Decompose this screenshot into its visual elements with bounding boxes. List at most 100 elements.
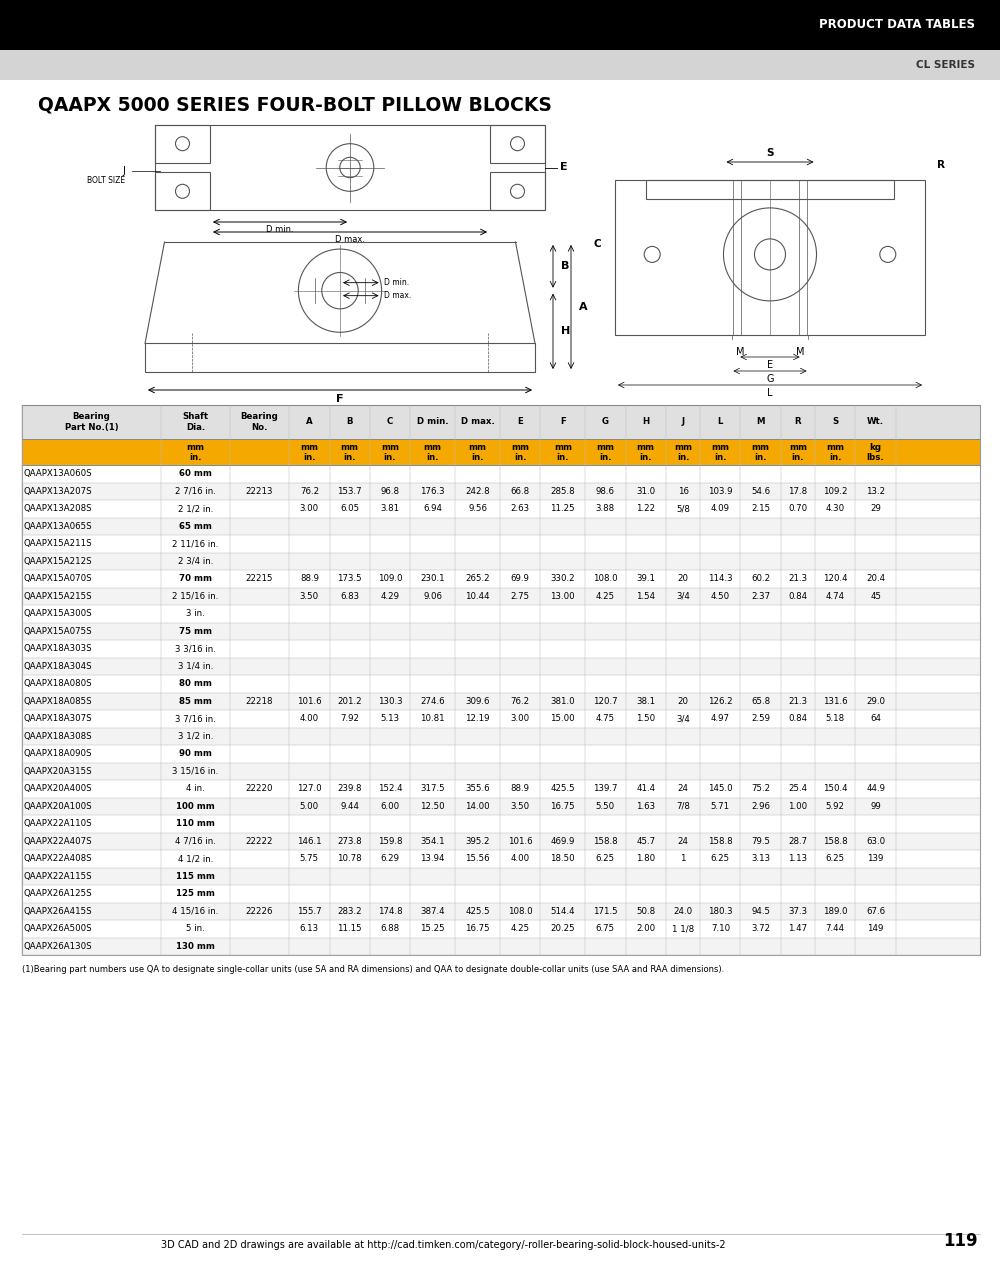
- Text: 189.0: 189.0: [823, 906, 848, 915]
- Text: 4.50: 4.50: [711, 591, 730, 600]
- Text: mm: mm: [752, 443, 770, 452]
- Text: in.: in.: [471, 453, 484, 462]
- Text: F: F: [336, 394, 344, 404]
- Text: in.: in.: [514, 453, 526, 462]
- Text: L: L: [767, 388, 773, 398]
- Text: 3.00: 3.00: [300, 504, 319, 513]
- Text: QAAPX15A300S: QAAPX15A300S: [24, 609, 93, 618]
- Text: 158.8: 158.8: [823, 837, 848, 846]
- Text: G: G: [602, 417, 609, 426]
- Text: 5/8: 5/8: [676, 504, 690, 513]
- Text: 13.94: 13.94: [420, 854, 445, 863]
- Text: 45: 45: [870, 591, 881, 600]
- Text: 3.88: 3.88: [596, 504, 615, 513]
- Text: 230.1: 230.1: [420, 575, 445, 584]
- Text: 4.30: 4.30: [826, 504, 845, 513]
- Text: 127.0: 127.0: [297, 785, 322, 794]
- Text: 4.29: 4.29: [380, 591, 399, 600]
- Text: 85 mm: 85 mm: [179, 696, 212, 705]
- Text: mm: mm: [554, 443, 572, 452]
- Text: QAAPX15A075S: QAAPX15A075S: [24, 627, 93, 636]
- Text: 6.94: 6.94: [423, 504, 442, 513]
- Text: 239.8: 239.8: [337, 785, 362, 794]
- Text: 387.4: 387.4: [420, 906, 445, 915]
- Text: 16.75: 16.75: [465, 924, 490, 933]
- Text: 10.44: 10.44: [465, 591, 490, 600]
- Text: 29: 29: [870, 504, 881, 513]
- Text: in.: in.: [639, 453, 652, 462]
- Text: Wt.: Wt.: [867, 417, 884, 426]
- Text: in.: in.: [189, 453, 202, 462]
- Text: 2.59: 2.59: [751, 714, 770, 723]
- Text: 5.50: 5.50: [596, 801, 615, 810]
- Text: 20: 20: [678, 575, 689, 584]
- Text: 31.0: 31.0: [636, 486, 655, 495]
- Text: 6.83: 6.83: [340, 591, 359, 600]
- Text: 29.0: 29.0: [866, 696, 885, 705]
- Text: 176.3: 176.3: [420, 486, 445, 495]
- Text: 6.25: 6.25: [711, 854, 730, 863]
- Bar: [22, 763, 980, 780]
- Text: 4 7/16 in.: 4 7/16 in.: [175, 837, 216, 846]
- Text: 153.7: 153.7: [337, 486, 362, 495]
- Text: 2 11/16 in.: 2 11/16 in.: [172, 539, 219, 548]
- Text: D min.: D min.: [417, 417, 448, 426]
- Text: 2 1/2 in.: 2 1/2 in.: [178, 504, 213, 513]
- Text: QAAPX15A070S: QAAPX15A070S: [24, 575, 93, 584]
- Text: 2 15/16 in.: 2 15/16 in.: [172, 591, 219, 600]
- Text: 20: 20: [678, 696, 689, 705]
- Bar: [22, 727, 980, 745]
- Bar: [22, 622, 980, 640]
- Text: 5.18: 5.18: [826, 714, 845, 723]
- Bar: [22, 483, 980, 500]
- Text: 21.3: 21.3: [788, 575, 808, 584]
- Bar: [155, 172, 210, 210]
- Bar: [22, 884, 980, 902]
- Text: 1: 1: [680, 854, 686, 863]
- Bar: [22, 553, 980, 570]
- Text: 309.6: 309.6: [465, 696, 490, 705]
- Text: 3/4: 3/4: [676, 714, 690, 723]
- Text: 171.5: 171.5: [593, 906, 618, 915]
- Text: (1)Bearing part numbers use QA to designate single-collar units (use SA and RA d: (1)Bearing part numbers use QA to design…: [22, 965, 724, 974]
- Text: 109.2: 109.2: [823, 486, 848, 495]
- Text: mm: mm: [469, 443, 487, 452]
- Text: 15.56: 15.56: [465, 854, 490, 863]
- Text: QAAPX15A211S: QAAPX15A211S: [24, 539, 93, 548]
- Bar: [490, 125, 545, 164]
- Text: 5.13: 5.13: [380, 714, 399, 723]
- Text: D min.: D min.: [266, 225, 294, 234]
- Bar: [22, 850, 980, 868]
- Text: 469.9: 469.9: [551, 837, 575, 846]
- Text: 80 mm: 80 mm: [179, 680, 212, 689]
- Text: 88.9: 88.9: [511, 785, 530, 794]
- Bar: [646, 180, 894, 198]
- Text: 11.25: 11.25: [550, 504, 575, 513]
- Text: 158.8: 158.8: [708, 837, 733, 846]
- Text: BOLT SIZE: BOLT SIZE: [87, 177, 125, 186]
- Text: QAAPX13A060S: QAAPX13A060S: [24, 470, 93, 479]
- Text: 131.6: 131.6: [823, 696, 848, 705]
- Text: 3 3/16 in.: 3 3/16 in.: [175, 644, 216, 653]
- Text: 39.1: 39.1: [636, 575, 655, 584]
- Text: 4.97: 4.97: [711, 714, 730, 723]
- Text: QAAPX22A407S: QAAPX22A407S: [24, 837, 93, 846]
- Text: 9.44: 9.44: [340, 801, 359, 810]
- Text: QAAPX26A125S: QAAPX26A125S: [24, 890, 93, 899]
- Text: 354.1: 354.1: [420, 837, 445, 846]
- Text: 1.13: 1.13: [788, 854, 808, 863]
- Text: 69.9: 69.9: [511, 575, 530, 584]
- Text: 10.81: 10.81: [420, 714, 445, 723]
- Bar: [22, 535, 980, 553]
- Text: 2.96: 2.96: [751, 801, 770, 810]
- Text: 3 7/16 in.: 3 7/16 in.: [175, 714, 216, 723]
- Text: 1.54: 1.54: [636, 591, 655, 600]
- Text: 4.74: 4.74: [826, 591, 845, 600]
- Text: 2.00: 2.00: [636, 924, 655, 933]
- Text: 76.2: 76.2: [511, 696, 530, 705]
- Bar: [22, 902, 980, 920]
- Text: 90 mm: 90 mm: [179, 749, 212, 758]
- Text: C: C: [387, 417, 393, 426]
- Text: E: E: [767, 360, 773, 370]
- Bar: [22, 404, 980, 955]
